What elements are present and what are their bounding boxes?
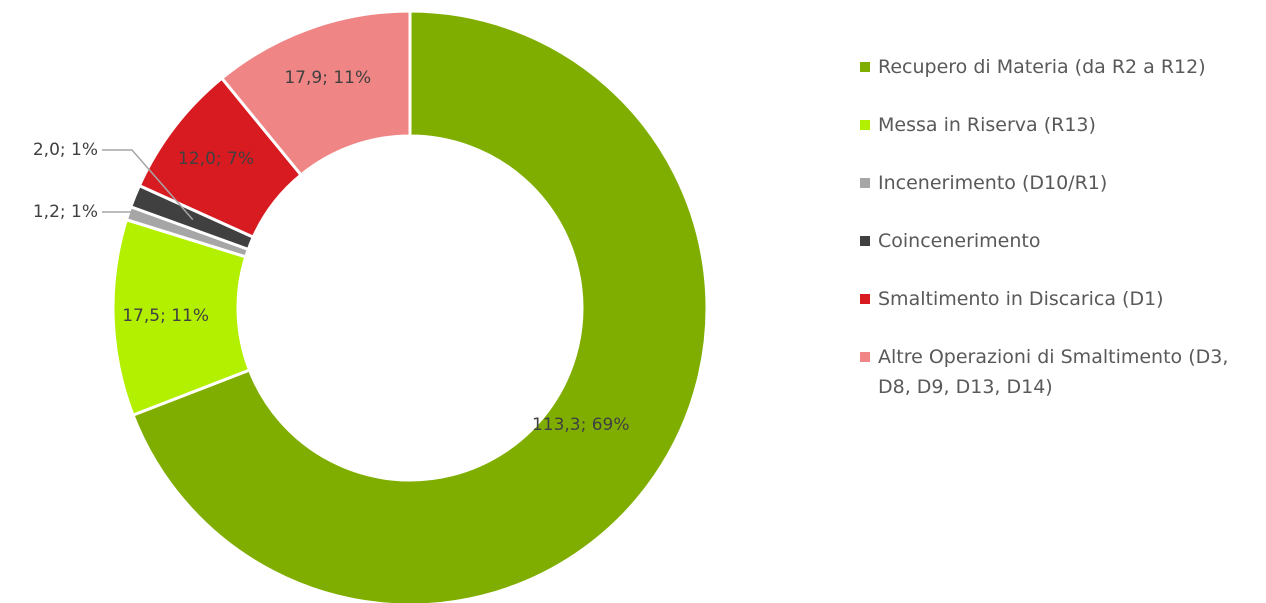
data-label: 113,3; 69%	[532, 415, 630, 435]
legend-label: Messa in Riserva (R13)	[878, 114, 1096, 136]
leader-line	[102, 211, 189, 234]
legend-label: Altre Operazioni di Smaltimento (D3, D8,…	[878, 346, 1229, 398]
legend-item: Coincenerimento	[860, 226, 1260, 256]
slice	[131, 9, 709, 603]
legend-swatch	[860, 178, 870, 188]
data-label: 17,9; 11%	[284, 68, 371, 88]
legend-item: Messa in Riserva (R13)	[860, 110, 1260, 140]
leader-line	[102, 149, 194, 221]
legend-label: Incenerimento (D10/R1)	[878, 172, 1108, 194]
legend-label: Coincenerimento	[878, 230, 1041, 252]
legend-swatch	[860, 120, 870, 130]
legend-item: Recupero di Materia (da R2 a R12)	[860, 52, 1260, 82]
legend-swatch	[860, 352, 870, 362]
legend-swatch	[860, 236, 870, 246]
data-label: 17,5; 11%	[122, 306, 209, 326]
data-label: 1,2; 1%	[33, 202, 98, 222]
legend-item: Smaltimento in Discarica (D1)	[860, 284, 1260, 314]
legend-swatch	[860, 294, 870, 304]
chart: 113,3; 69% 17,5; 11% 1,2; 1% 2,0; 1% 12,0; 7…	[33, 9, 709, 603]
legend-item: Incenerimento (D10/R1)	[860, 168, 1260, 198]
legend-swatch	[860, 62, 870, 72]
slice	[219, 9, 412, 178]
data-label: 12,0; 7%	[178, 149, 254, 169]
legend-item: Altre Operazioni di Smaltimento (D3, D8,…	[860, 342, 1260, 402]
legend-label: Smaltimento in Discarica (D1)	[878, 288, 1164, 310]
data-label: 2,0; 1%	[33, 140, 98, 160]
legend: Recupero di Materia (da R2 a R12) Messa i…	[860, 52, 1260, 430]
legend-label: Recupero di Materia (da R2 a R12)	[878, 56, 1206, 78]
